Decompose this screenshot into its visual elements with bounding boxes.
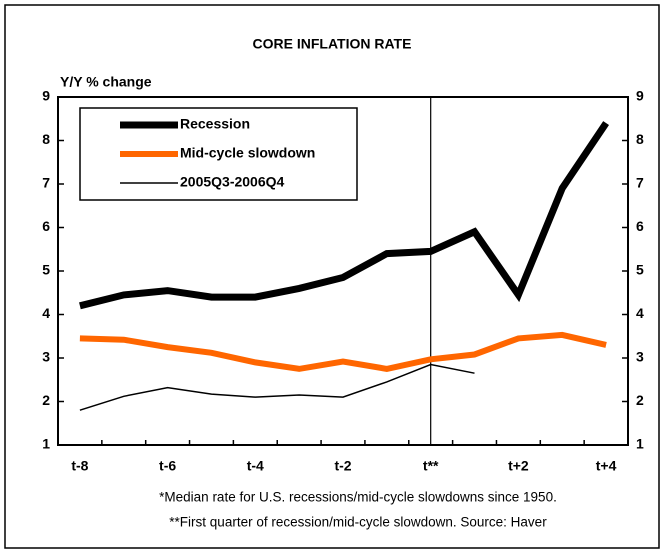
x-tick-label: t+4 xyxy=(596,458,617,474)
y-tick-label: 5 xyxy=(42,262,50,278)
y2-tick-label: 6 xyxy=(636,218,644,234)
y-tick-label: 7 xyxy=(42,175,50,191)
chart-title: CORE INFLATION RATE xyxy=(253,36,412,52)
y2-tick-label: 3 xyxy=(636,349,644,365)
y-tick-label: 6 xyxy=(42,218,50,234)
series-line xyxy=(79,331,607,372)
y2-tick-label: 5 xyxy=(636,262,644,278)
x-tick-label: t** xyxy=(423,458,439,474)
y2-tick-label: 9 xyxy=(636,88,644,104)
x-tick-label: t-8 xyxy=(71,458,88,474)
y-tick-label: 1 xyxy=(42,436,50,452)
legend-label: 2005Q3-2006Q4 xyxy=(180,174,285,190)
series-line xyxy=(79,121,610,310)
y-tick-label: 2 xyxy=(42,392,50,408)
y2-tick-label: 4 xyxy=(636,305,644,321)
footnote: **First quarter of recession/mid-cycle s… xyxy=(169,515,547,530)
frame xyxy=(4,4,660,549)
y2-tick-label: 7 xyxy=(636,175,644,191)
y-axis-label: Y/Y % change xyxy=(60,74,152,90)
legend-label: Mid-cycle slowdown xyxy=(180,145,315,161)
y2-tick-label: 1 xyxy=(636,436,644,452)
legend-label: Recession xyxy=(180,116,250,132)
y2-tick-label: 2 xyxy=(636,392,644,408)
y-tick-label: 9 xyxy=(42,88,50,104)
y-tick-label: 4 xyxy=(42,305,50,321)
series-line xyxy=(79,363,475,411)
x-tick-label: t+2 xyxy=(508,458,529,474)
y-tick-label: 8 xyxy=(42,131,50,147)
x-tick-label: t-6 xyxy=(159,458,176,474)
footnote: *Median rate for U.S. recessions/mid-cyc… xyxy=(159,490,557,505)
x-tick-label: t-2 xyxy=(334,458,351,474)
y-tick-label: 3 xyxy=(42,349,50,365)
y2-tick-label: 8 xyxy=(636,131,644,147)
x-tick-label: t-4 xyxy=(247,458,264,474)
